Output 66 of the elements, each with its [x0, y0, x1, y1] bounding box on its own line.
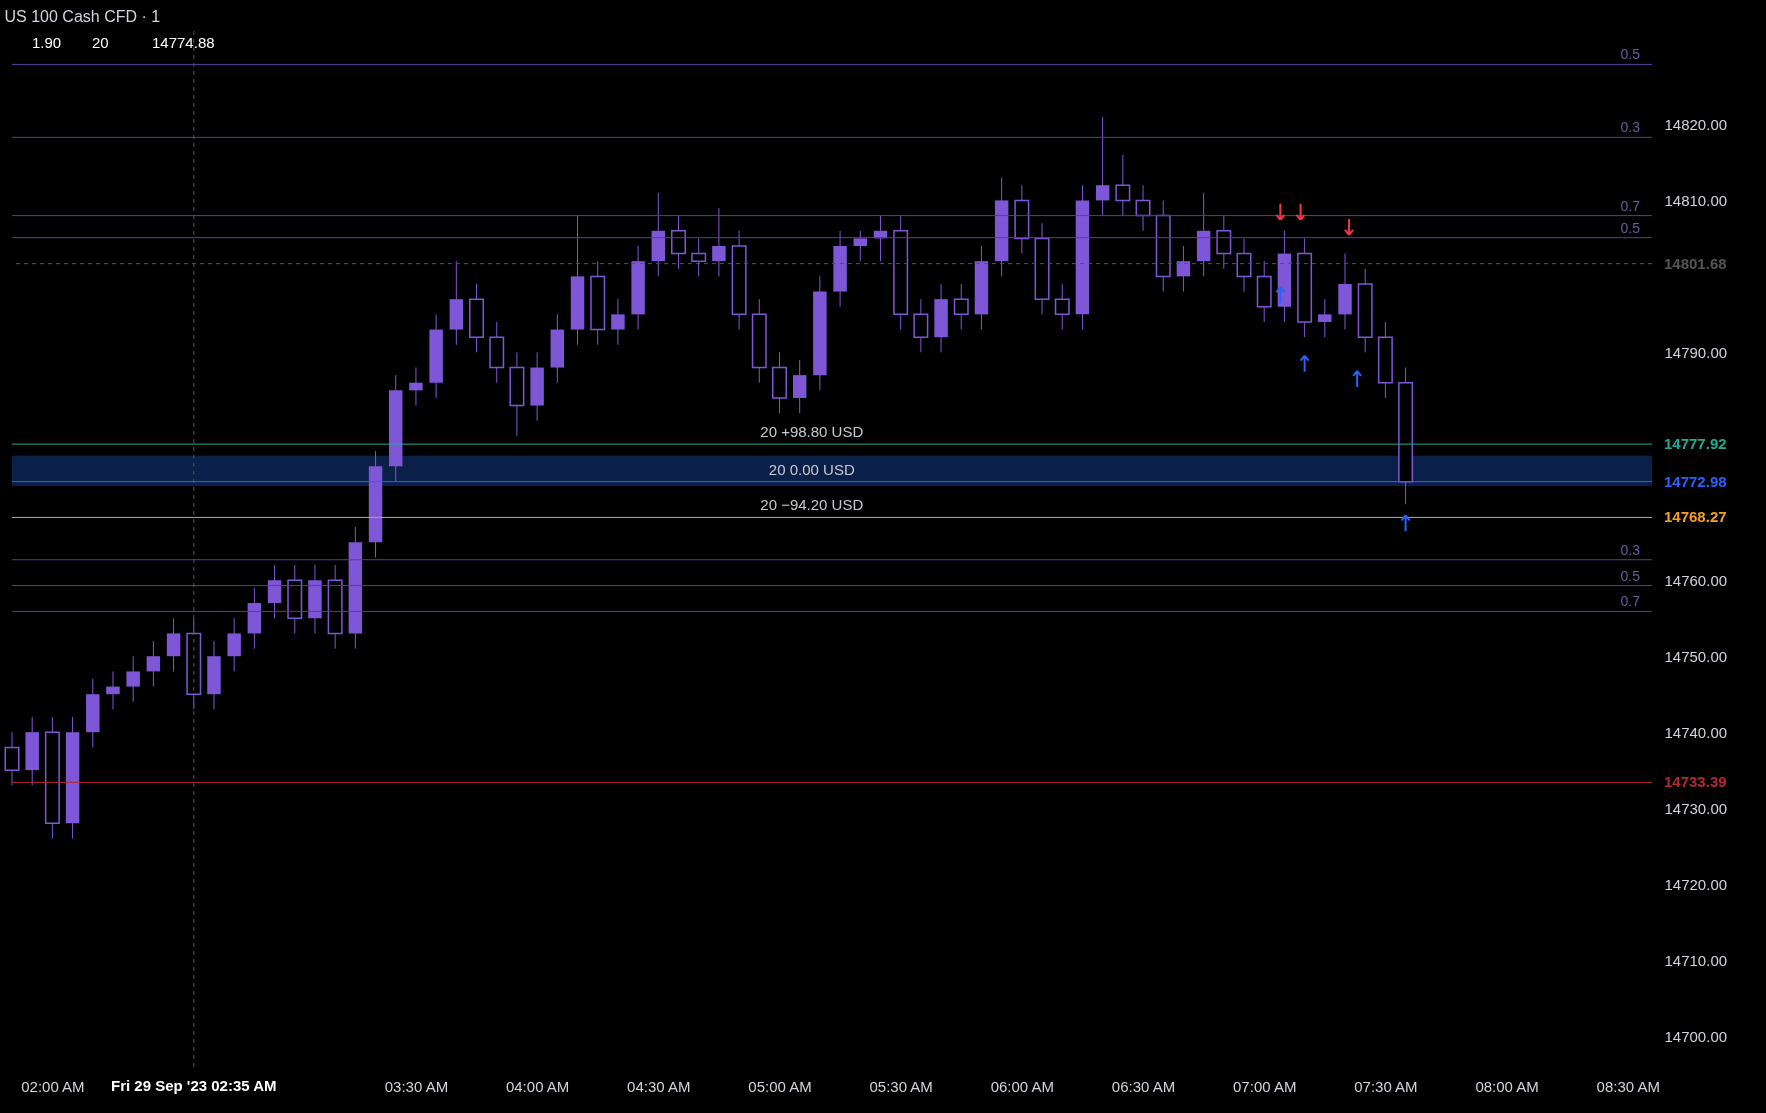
x-tick-label: 08:00 AM	[1475, 1077, 1539, 1095]
x-tick-label: 03:30 AM	[384, 1077, 449, 1095]
y-tick-label: 14710.00	[1664, 951, 1728, 969]
candlestick	[1054, 283, 1070, 331]
x-tick-label: 02:00 AM	[21, 1077, 85, 1095]
chart-title: US 100 Cash CFD · 1	[4, 7, 161, 25]
candlestick	[1115, 154, 1131, 217]
x-tick-label: 06:00 AM	[990, 1077, 1055, 1095]
candlestick	[166, 617, 181, 672]
candlestick	[409, 367, 423, 407]
x-tick-label: 06:30 AM	[1111, 1077, 1176, 1095]
ref-line-label: 14733.39	[1664, 773, 1727, 791]
candlestick	[146, 640, 161, 688]
y-tick-label: 14820.00	[1664, 115, 1728, 133]
candlestick	[671, 215, 686, 270]
annotation: 14774.88	[152, 34, 215, 51]
y-tick-label: 14760.00	[1664, 571, 1728, 589]
ref-line-label: 14772.98	[1664, 472, 1727, 490]
candlestick	[227, 617, 241, 672]
candlestick	[611, 298, 625, 346]
candlestick	[106, 670, 120, 710]
candlestick	[712, 207, 726, 277]
x-tick-label: 05:00 AM	[748, 1077, 812, 1095]
annotation: 1.90	[32, 34, 62, 51]
candlestick	[1176, 245, 1191, 293]
annotation: 20 −94.20 USD	[760, 496, 864, 514]
annotation: 0.3	[1620, 119, 1641, 136]
y-tick-label: 14790.00	[1664, 343, 1728, 361]
candlestick	[953, 283, 969, 331]
annotation: 0.5	[1620, 46, 1641, 63]
candlestick	[4, 731, 20, 786]
y-tick-label: 14730.00	[1664, 799, 1728, 817]
ref-line-label: 14777.92	[1664, 435, 1727, 453]
y-tick-label: 14720.00	[1664, 875, 1728, 893]
x-tick-label: 04:30 AM	[627, 1077, 691, 1095]
x-tick-label: 07:00 AM	[1233, 1077, 1297, 1095]
candlestick	[913, 298, 929, 353]
candlestick	[1095, 116, 1110, 217]
x-tick-label: 07:30 AM	[1354, 1077, 1418, 1095]
annotation: 0.5	[1620, 567, 1641, 584]
annotation: 0.7	[1620, 197, 1641, 214]
y-tick-label: 14740.00	[1664, 723, 1728, 741]
annotation: 20	[92, 34, 109, 51]
x-tick-label: 08:30 AM	[1596, 1077, 1660, 1095]
y-tick-label: 14750.00	[1664, 647, 1728, 665]
candlestick	[853, 230, 868, 262]
annotation: 20 +98.80 USD	[760, 423, 864, 441]
annotation: 20 0.00 USD	[768, 460, 855, 478]
y-tick-label: 14700.00	[1664, 1027, 1728, 1045]
candlestick	[1318, 298, 1332, 338]
candlestick	[691, 237, 707, 277]
candlestick	[267, 564, 282, 619]
candlestick	[126, 655, 140, 703]
y-tick-label: 14810.00	[1664, 191, 1728, 209]
annotation: 0.5	[1620, 219, 1641, 236]
candlestick	[1135, 184, 1151, 232]
candlestick	[792, 359, 807, 414]
annotation: 0.3	[1620, 541, 1641, 558]
candlestick	[1216, 215, 1232, 270]
ref-line-label: 14768.27	[1664, 508, 1727, 526]
annotation: 0.7	[1620, 593, 1641, 610]
x-tick-label: 05:30 AM	[869, 1077, 933, 1095]
candlestick	[1236, 237, 1252, 293]
ref-line-label: 14801.68	[1664, 254, 1727, 272]
ref-line-label: Fri 29 Sep '23 02:35 AM	[110, 1077, 277, 1094]
x-tick-label: 04:00 AM	[505, 1077, 570, 1095]
